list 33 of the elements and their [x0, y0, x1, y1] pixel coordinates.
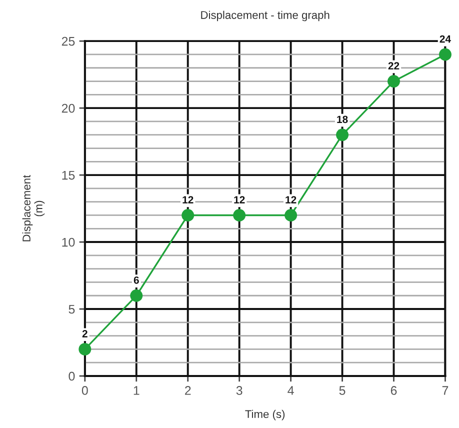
- y-tick-label: 25: [62, 36, 75, 46]
- point: [78, 342, 92, 356]
- y-tick-label: 20: [62, 104, 75, 113]
- point: [284, 208, 298, 222]
- data-label: 24: [440, 35, 451, 43]
- x-tick-label: 0: [82, 386, 88, 395]
- chart-title: Displacement - time graph: [201, 10, 330, 22]
- x-tick-label: 3: [236, 386, 242, 395]
- y-tick-label: 10: [62, 238, 75, 247]
- x-axis-title: Time (s): [245, 410, 285, 420]
- point: [182, 208, 194, 222]
- point: [438, 48, 452, 61]
- y-tick-label: 5: [68, 304, 75, 314]
- point: [233, 208, 246, 222]
- y-tick-label: 0: [68, 372, 75, 381]
- point: [336, 128, 349, 142]
- data-label: 22: [388, 62, 400, 70]
- data-label: 6: [134, 276, 139, 284]
- data-label: 2: [82, 330, 88, 338]
- x-tick-label: 4: [288, 386, 294, 395]
- x-tick-label: 7: [442, 386, 448, 395]
- point: [130, 289, 143, 302]
- y-tick-label: 15: [62, 170, 75, 180]
- point: [388, 75, 400, 88]
- x-tick-label: 1: [134, 386, 140, 395]
- x-tick-label: 6: [390, 386, 397, 395]
- data-label: 12: [286, 196, 296, 204]
- data-label: 12: [234, 196, 245, 204]
- data-label: 18: [337, 116, 348, 124]
- x-tick-label: 2: [185, 386, 191, 395]
- data-label: 12: [182, 196, 194, 204]
- y-axis-title: Displacement (m): [22, 174, 45, 242]
- x-tick-label: 5: [339, 386, 346, 395]
